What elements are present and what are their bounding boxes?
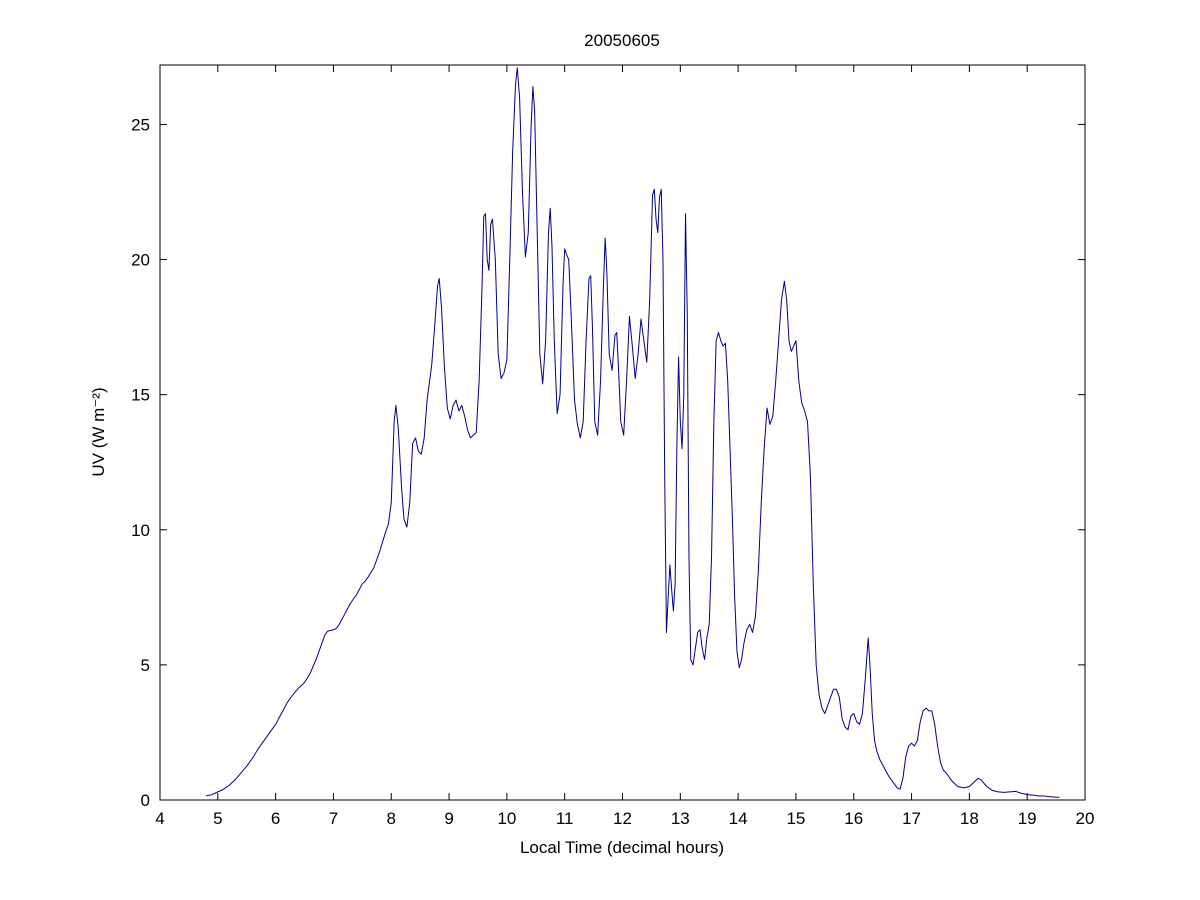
y-axis-label: UV (W m⁻²) (89, 387, 108, 476)
tick-label: 15 (131, 386, 150, 405)
tick-label: 9 (444, 809, 453, 828)
tick-label: 16 (844, 809, 863, 828)
tick-label: 14 (729, 809, 748, 828)
tick-label: 20 (1076, 809, 1095, 828)
tick-label: 10 (131, 521, 150, 540)
axis-ticks (159, 65, 1086, 801)
tick-label: 15 (786, 809, 805, 828)
tick-label: 13 (671, 809, 690, 828)
x-axis-label: Local Time (decimal hours) (520, 838, 724, 857)
tick-label: 5 (213, 809, 222, 828)
tick-label: 10 (497, 809, 516, 828)
tick-label: 12 (613, 809, 632, 828)
tick-label: 6 (271, 809, 280, 828)
tick-label: 25 (131, 115, 150, 134)
axis-tick-labels: 4 5 6 7 8 9 10 11 12 13 14 15 16 17 18 19 20 0 5 10 15 20 25 (131, 115, 1094, 828)
uv-series-line (205, 67, 1060, 798)
tick-label: 4 (155, 809, 164, 828)
tick-label: 8 (387, 809, 396, 828)
tick-label: 11 (556, 809, 574, 828)
tick-label: 18 (960, 809, 979, 828)
tick-label: 5 (141, 656, 150, 675)
tick-label: 20 (131, 251, 150, 270)
tick-label: 0 (141, 791, 150, 810)
uv-series-path (205, 67, 1060, 798)
chart-title: 20050605 (584, 31, 660, 50)
tick-label: 19 (1018, 809, 1037, 828)
axes-box (159, 64, 1086, 801)
plot-background (160, 65, 1085, 800)
tick-label: 17 (902, 809, 921, 828)
tick-label: 7 (329, 809, 338, 828)
